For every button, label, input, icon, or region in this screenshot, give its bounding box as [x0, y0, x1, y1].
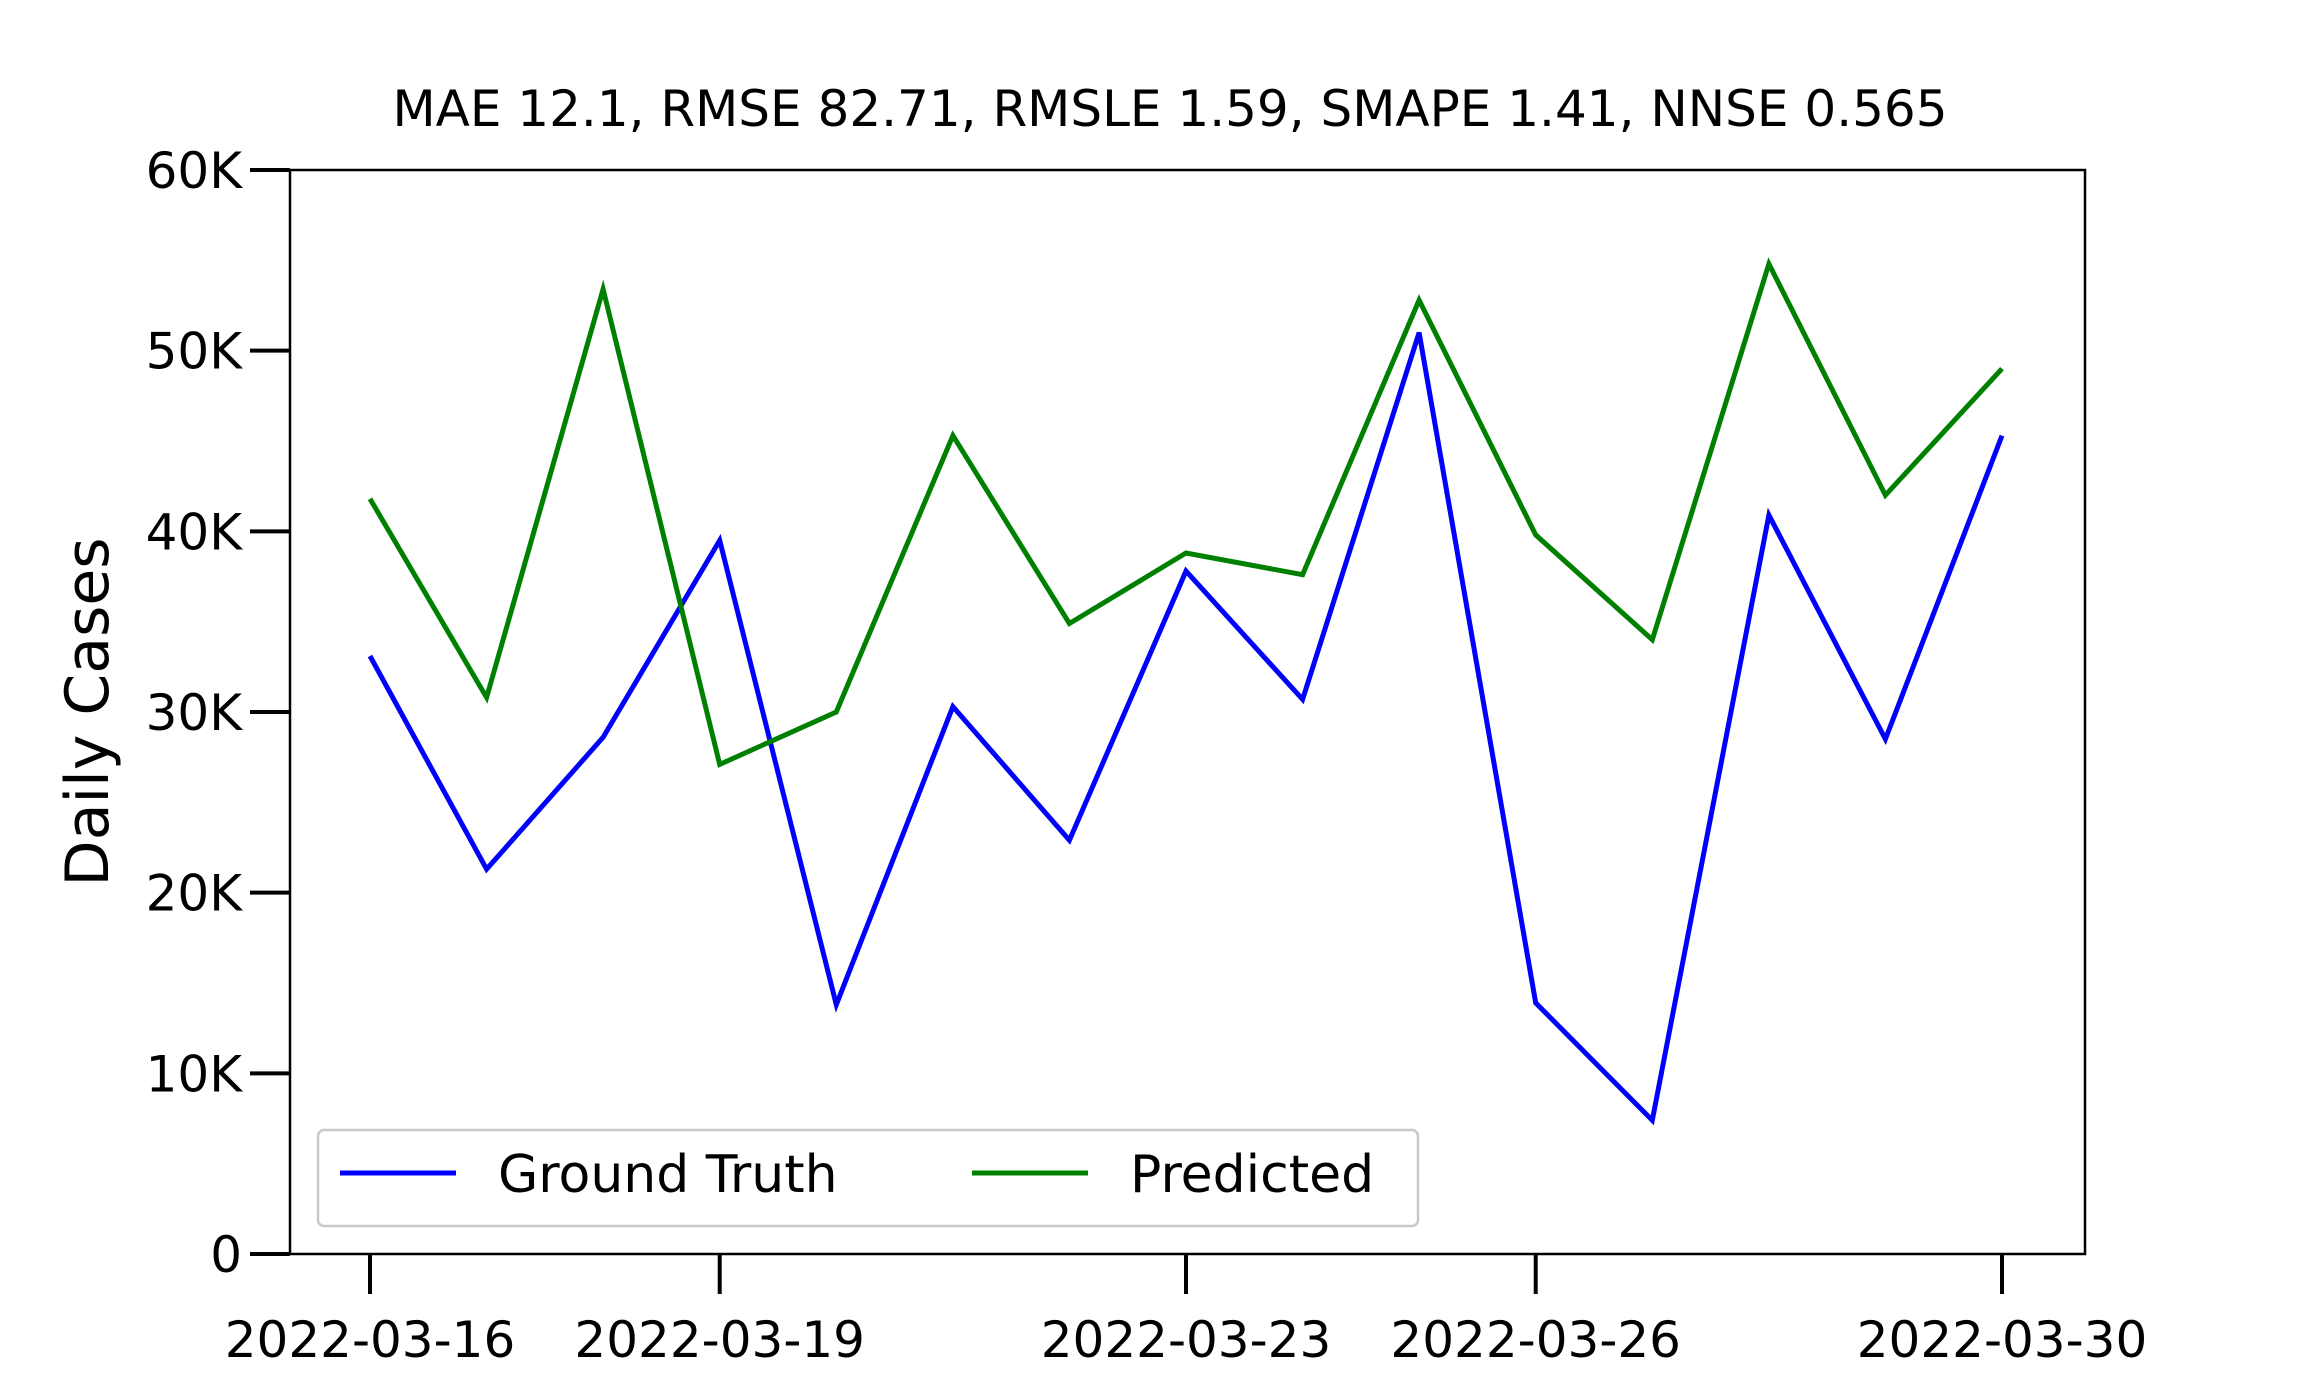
x-axis: 2022-03-16 2022-03-19 2022-03-23 2022-03-26… — [225, 1254, 2148, 1369]
x-tick-label: 2022-03-26 — [1390, 1311, 1681, 1369]
x-tick-label: 2022-03-16 — [225, 1311, 516, 1369]
legend-label-1: Predicted — [1130, 1145, 1374, 1205]
y-axis-label: Daily Cases — [53, 538, 123, 887]
x-tick-label: 2022-03-23 — [1041, 1311, 1332, 1369]
x-tick-label: 2022-03-30 — [1857, 1311, 2148, 1369]
y-tick-label: 10K — [146, 1045, 244, 1103]
legend-label-0: Ground Truth — [498, 1145, 838, 1205]
series-layer — [367, 257, 2005, 1126]
y-tick-label: 50K — [146, 323, 244, 381]
chart-title: MAE 12.1, RMSE 82.71, RMSLE 1.59, SMAPE … — [392, 80, 1947, 138]
y-tick-label: 60K — [146, 142, 244, 200]
legend: Ground Truth Predicted — [316, 1128, 1420, 1228]
y-tick-label: 0 — [210, 1226, 242, 1284]
x-tick-label: 2022-03-19 — [574, 1311, 865, 1369]
y-tick-label: 40K — [146, 503, 244, 561]
plot-frame — [288, 168, 2087, 1256]
y-tick-label: 30K — [146, 684, 244, 742]
legend-box — [316, 1128, 1420, 1228]
y-tick-label: 20K — [146, 865, 244, 923]
series-line-0 — [367, 331, 2005, 1126]
series-line-1 — [367, 257, 2004, 768]
y-axis: 0 10K 20K 30K 40K 50K 60K — [146, 142, 290, 1284]
